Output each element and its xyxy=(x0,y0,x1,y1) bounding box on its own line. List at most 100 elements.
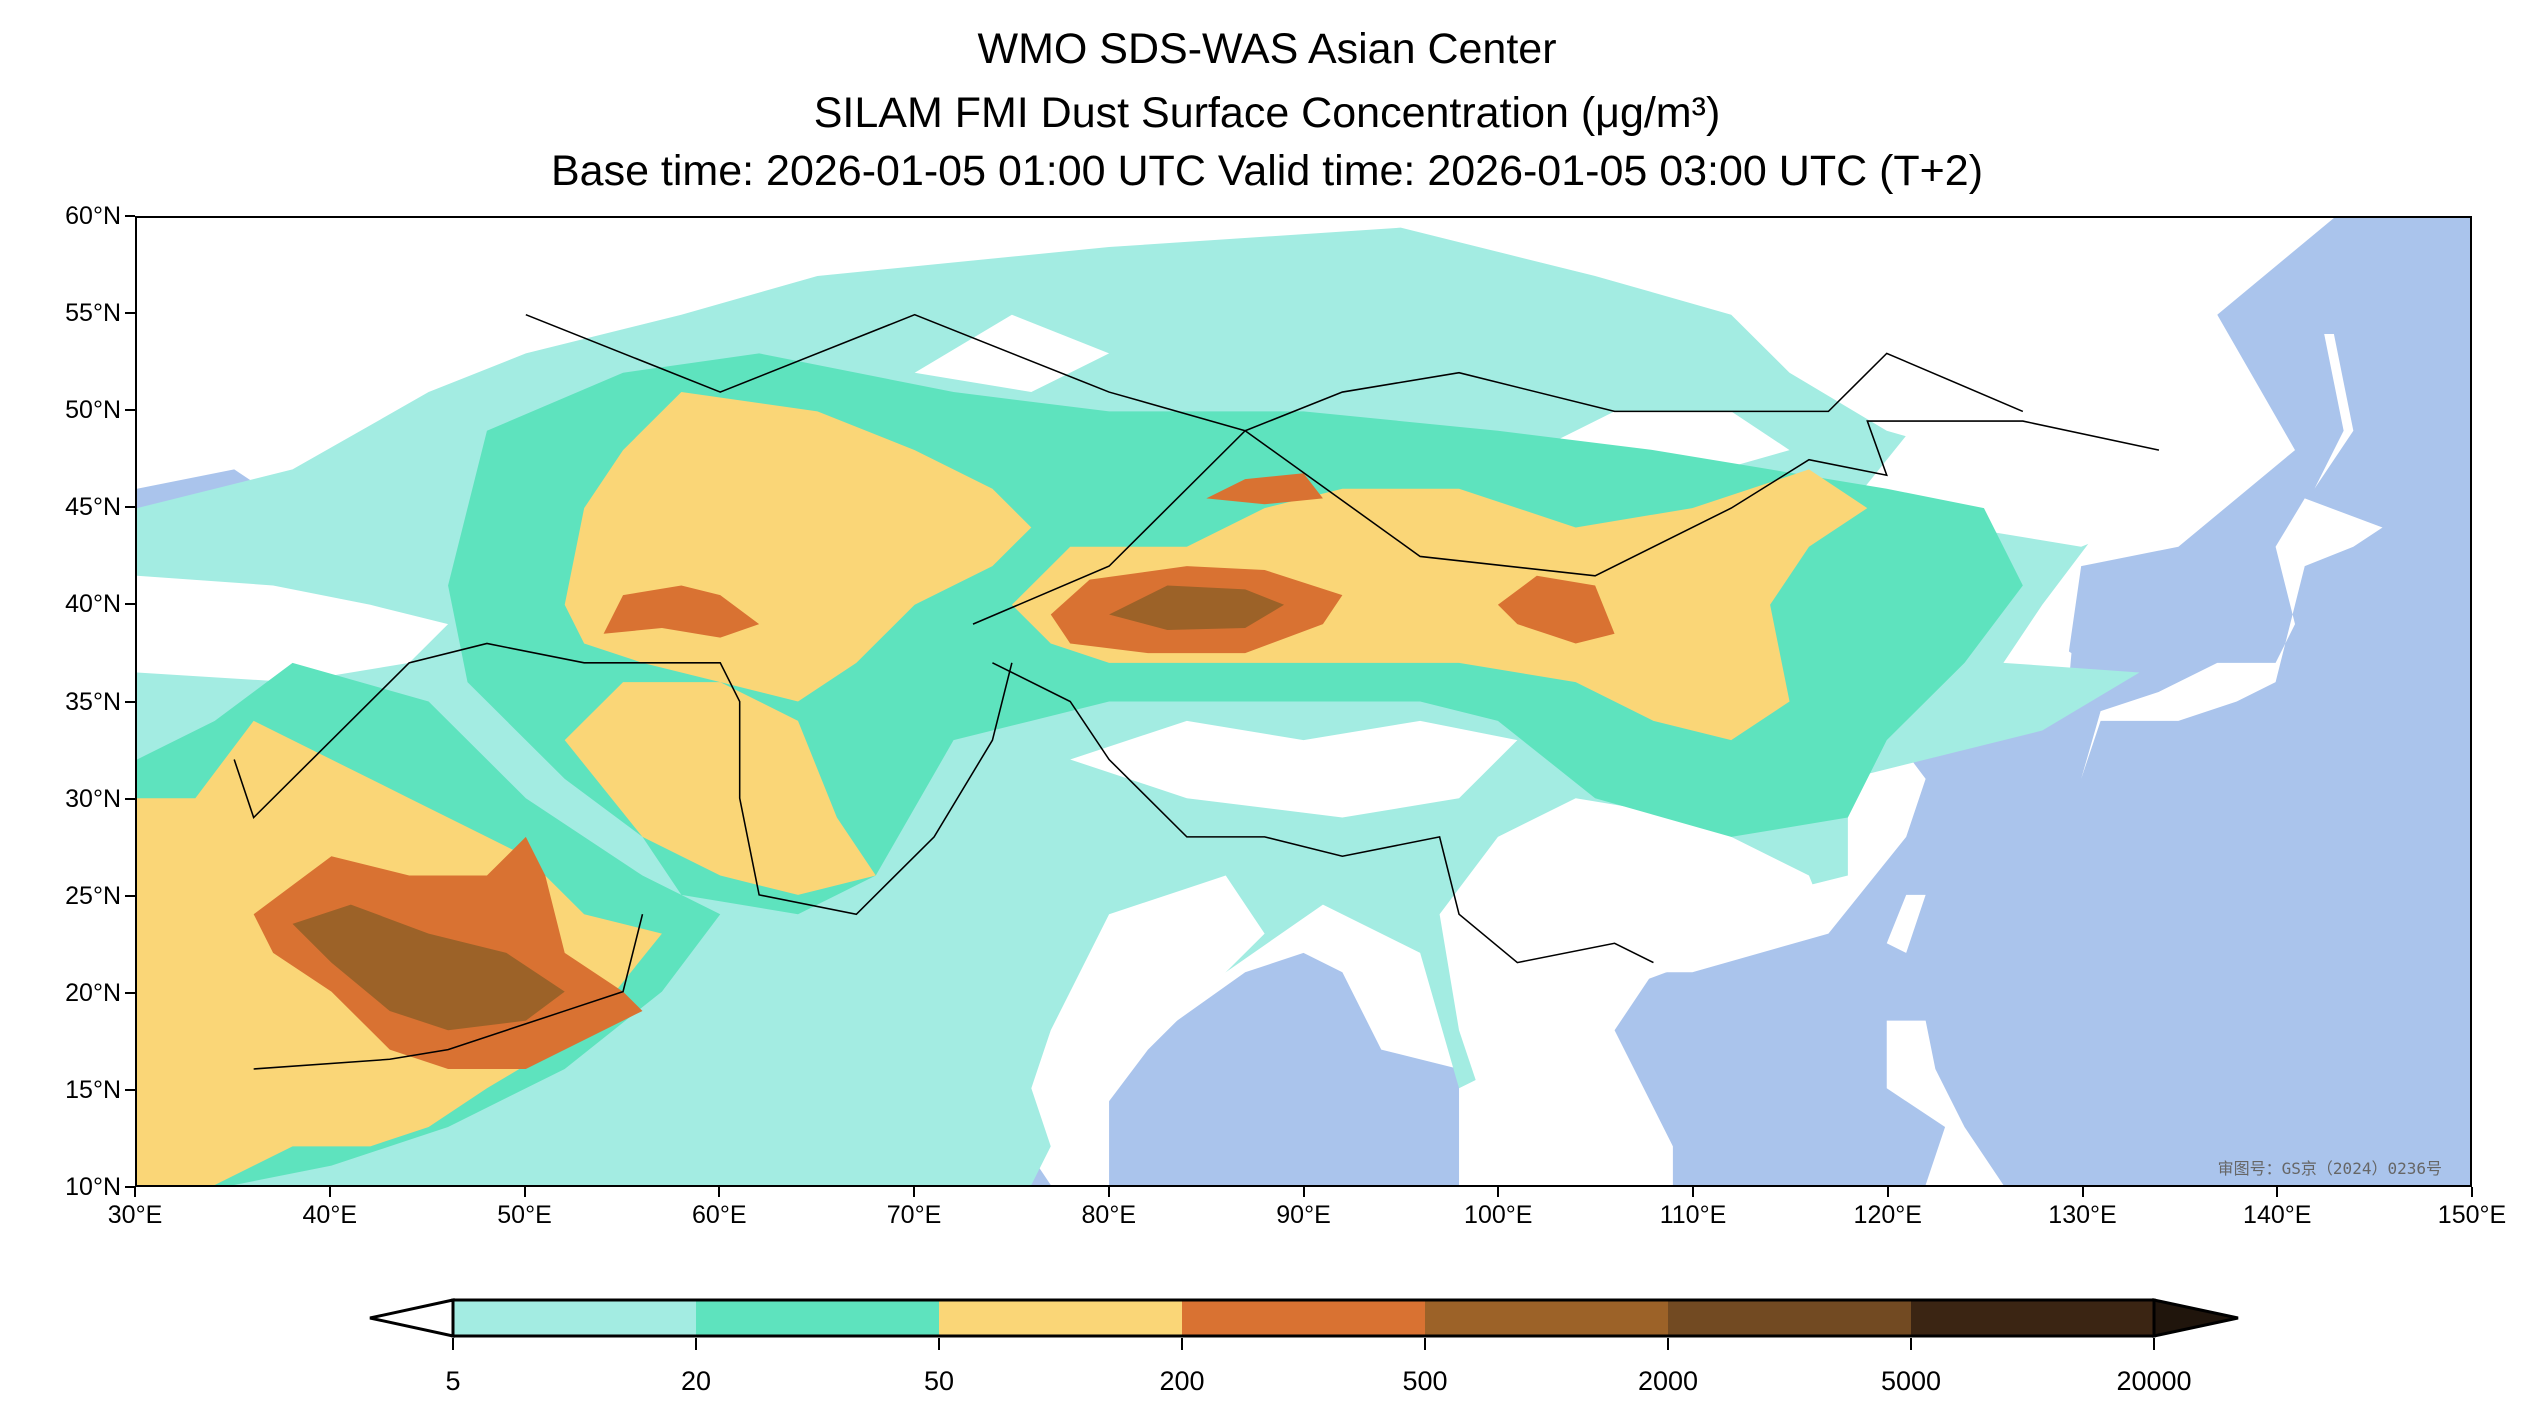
lat-tick-label: 35°N xyxy=(65,687,121,716)
colorbar-tick-mark xyxy=(2153,1338,2155,1350)
colorbar-tick-mark xyxy=(1667,1338,1669,1350)
country-borders xyxy=(233,642,1013,916)
lon-tick-mark xyxy=(1302,1187,1305,1197)
lon-tick-label: 140°E xyxy=(2243,1201,2312,1229)
title-center: WMO SDS-WAS Asian Center xyxy=(977,25,1557,73)
colorbar-tick-label: 20000 xyxy=(2116,1366,2192,1396)
lat-tick-label: 60°N xyxy=(65,202,121,230)
lat-tick-mark xyxy=(125,894,135,897)
country-borders xyxy=(972,420,2160,625)
colorbar-tick-mark xyxy=(1910,1338,1912,1350)
lon-tick-mark xyxy=(2471,1187,2473,1197)
colorbar-segment xyxy=(1425,1300,1669,1336)
dust-free-tibet xyxy=(1070,720,1518,818)
colorbar-over-arrow xyxy=(2152,1298,2239,1338)
dust-level-50-200-iran xyxy=(564,682,876,895)
colorbar-under-arrow xyxy=(369,1298,455,1338)
colorbar-segment xyxy=(453,1300,697,1336)
lon-tick-mark xyxy=(523,1187,526,1197)
lon-tick-label: 30°E xyxy=(107,1201,163,1229)
lat-tick-mark xyxy=(125,506,135,509)
lat-tick-mark xyxy=(125,409,135,412)
lon-tick-mark xyxy=(328,1187,331,1197)
colorbar-tick-label: 20 xyxy=(680,1366,712,1396)
lat-tick-mark xyxy=(125,312,135,315)
lon-tick-label: 80°E xyxy=(1081,1201,1136,1229)
colorbar-segment xyxy=(1182,1300,1426,1336)
lon-tick-label: 90°E xyxy=(1276,1201,1331,1229)
dust-free-turkey xyxy=(137,575,449,683)
lon-tick-label: 110°E xyxy=(1659,1201,1727,1229)
colorbar-tick-mark xyxy=(938,1338,940,1350)
lon-tick-mark xyxy=(2276,1187,2279,1197)
japan xyxy=(2081,498,2383,779)
dust-level-50-200-china xyxy=(1011,469,1868,741)
dust-free-india xyxy=(1031,875,1265,1147)
lon-tick-mark xyxy=(1107,1187,1110,1197)
colorbar-tick-label: 200 xyxy=(1159,1366,1205,1396)
lat-tick-mark xyxy=(125,700,135,703)
colorbar-tick-mark xyxy=(452,1338,454,1350)
lon-tick-mark xyxy=(1886,1187,1889,1197)
lon-tick-mark xyxy=(134,1187,136,1197)
lat-tick-mark xyxy=(125,1186,135,1188)
country-borders xyxy=(525,313,1246,432)
lat-tick-label: 40°N xyxy=(65,590,121,619)
colorbar-segment xyxy=(939,1300,1183,1336)
map-canvas xyxy=(137,218,2470,1185)
country-borders xyxy=(992,662,1654,964)
colorbar-tick-label: 5 xyxy=(445,1366,461,1396)
lon-tick-label: 40°E xyxy=(302,1201,357,1229)
lat-tick-label: 55°N xyxy=(65,299,121,328)
colorbar-tick-label: 2000 xyxy=(1637,1366,1699,1396)
lon-tick-mark xyxy=(1692,1187,1694,1197)
lat-tick-label: 25°N xyxy=(65,881,121,910)
lon-tick-label: 60°E xyxy=(692,1201,747,1229)
colorbar-segment xyxy=(1911,1300,2155,1336)
lon-tick-label: 50°E xyxy=(497,1201,552,1229)
colorbar-tick-mark xyxy=(1181,1338,1183,1350)
lat-tick-label: 15°N xyxy=(65,1075,121,1104)
lat-tick-label: 20°N xyxy=(65,978,121,1007)
country-borders xyxy=(253,914,644,1070)
lon-tick-mark xyxy=(913,1187,915,1197)
lon-tick-label: 130°E xyxy=(2048,1201,2117,1229)
dust-level-200-500-dzungaria xyxy=(1206,473,1323,505)
dust-level-200-500-karakum xyxy=(603,585,760,638)
lon-tick-mark xyxy=(718,1187,721,1197)
colorbar-outline xyxy=(451,1298,2156,1338)
title-product: SILAM FMI Dust Surface Concentration (μg… xyxy=(813,89,1721,137)
colorbar-segment xyxy=(1668,1300,1912,1336)
colorbar xyxy=(369,1298,2239,1338)
lat-tick-label: 30°N xyxy=(65,784,121,813)
map-approval-watermark: 审图号：GS京（2024）0236号 xyxy=(2217,1159,2442,1178)
sakhalin xyxy=(2314,334,2354,489)
lat-tick-mark xyxy=(125,603,135,606)
lat-tick-label: 50°N xyxy=(65,396,121,425)
title-times: Base time: 2026-01-05 01:00 UTC Valid ti… xyxy=(550,147,1984,195)
lon-tick-label: 100°E xyxy=(1464,1201,1533,1229)
colorbar-tick-label: 500 xyxy=(1402,1366,1448,1396)
dust-level-500-2000-arabia xyxy=(292,904,565,1031)
lat-tick-mark xyxy=(125,215,135,217)
lon-tick-label: 70°E xyxy=(886,1201,942,1229)
dust-level-200-500-gobi xyxy=(1497,575,1615,644)
lon-tick-label: 150°E xyxy=(2437,1201,2507,1229)
lat-tick-label: 10°N xyxy=(65,1173,121,1201)
colorbar-tick-label: 50 xyxy=(923,1366,955,1396)
taiwan xyxy=(1886,894,1926,953)
colorbar-tick-mark xyxy=(695,1338,697,1350)
map-panel: 审图号：GS京（2024）0236号 xyxy=(135,216,2472,1187)
lon-tick-mark xyxy=(1497,1187,1500,1197)
colorbar-segment xyxy=(696,1300,940,1336)
dust-free-south-china xyxy=(1439,798,1829,1147)
colorbar-tick-label: 5000 xyxy=(1880,1366,1942,1396)
lat-tick-mark xyxy=(125,1088,135,1091)
lat-tick-mark xyxy=(125,991,135,994)
lon-tick-label: 120°E xyxy=(1853,1201,1922,1229)
philippines xyxy=(1886,1020,2004,1185)
country-borders xyxy=(1244,352,2024,432)
dust-level-500-2000-taklamakan xyxy=(1109,585,1285,630)
colorbar-tick-mark xyxy=(1424,1338,1426,1350)
